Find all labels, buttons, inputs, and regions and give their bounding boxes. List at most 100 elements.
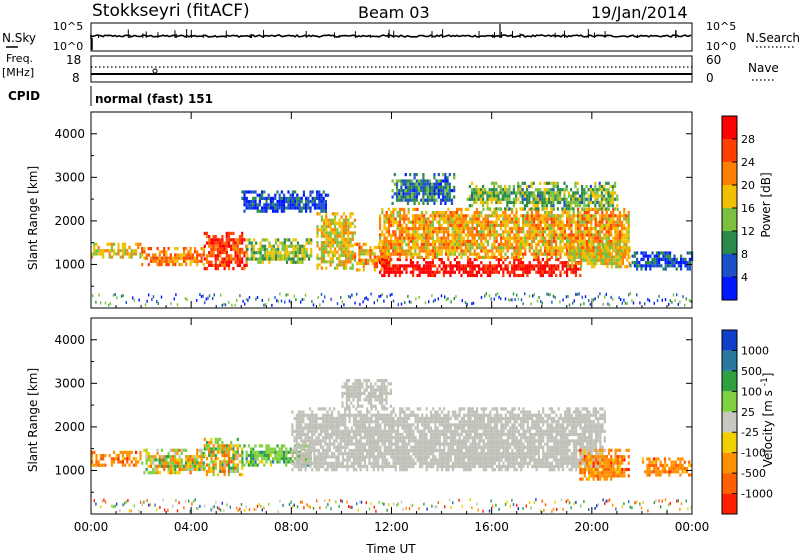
power-cell [266, 247, 269, 252]
power-cell [434, 270, 437, 274]
power-cell [320, 241, 323, 245]
power-cell [559, 230, 562, 234]
power-cell [416, 239, 419, 243]
velocity-cell [147, 451, 150, 456]
power-cell [563, 236, 566, 240]
power-cell [497, 243, 500, 247]
power-cell [458, 230, 461, 234]
velocity-cell [335, 436, 338, 440]
power-cell [391, 195, 394, 199]
power-cell [559, 246, 562, 250]
power-cell [515, 200, 518, 205]
power-cell [409, 252, 412, 256]
power-noise-cell [636, 293, 638, 297]
power-cell [609, 191, 612, 195]
power-cell [97, 249, 100, 253]
power-cell [664, 267, 667, 271]
power-cell [517, 246, 520, 250]
power-cell [285, 200, 288, 204]
velocity-cell [272, 460, 275, 464]
velocity-cell [315, 468, 318, 472]
power-cell [417, 185, 421, 189]
velocity-cell [143, 448, 146, 452]
power-cell [163, 250, 166, 254]
power-cell [522, 264, 525, 268]
power-cell [486, 227, 489, 231]
power-cell [653, 254, 656, 258]
power-cell [338, 244, 341, 248]
velocity-cell [212, 447, 215, 451]
power-cell [469, 220, 472, 224]
power-cell [610, 223, 613, 227]
velocity-cell [357, 458, 360, 462]
power-cell [381, 230, 384, 234]
power-cell [579, 273, 582, 278]
power-cell [338, 218, 341, 222]
power-cell [556, 188, 559, 192]
power-noise-cell [661, 298, 663, 302]
power-cell [392, 214, 395, 218]
power-cell [219, 263, 222, 267]
velocity-cell [283, 460, 286, 464]
power-cell [431, 214, 434, 218]
power-cell [380, 255, 383, 259]
velocity-cell [346, 461, 349, 465]
power-cell [274, 209, 277, 213]
power-cell [574, 197, 577, 201]
power-cell [307, 196, 310, 200]
power-cell [546, 233, 549, 237]
power-cell [539, 239, 542, 243]
power-cell [535, 264, 538, 268]
velocity-cell [333, 439, 336, 443]
power-cell [367, 258, 370, 262]
power-cell [511, 236, 514, 240]
velocity-cell [311, 448, 314, 453]
power-cell [642, 251, 645, 255]
power-cell [414, 230, 417, 234]
velocity-cell [202, 464, 205, 468]
power-cell [625, 246, 628, 250]
power-cell [478, 211, 481, 215]
power-cell [468, 197, 471, 201]
power-cell [519, 243, 522, 247]
power-cell [278, 206, 281, 210]
power-cell [579, 236, 582, 240]
power-cell [511, 264, 514, 268]
power-cell [614, 239, 617, 243]
velocity-cell [289, 460, 292, 464]
velocity-cell [328, 445, 331, 449]
power-cell [198, 253, 201, 257]
power-cell [336, 237, 339, 241]
power-cell [541, 197, 544, 201]
velocity-cell [269, 463, 272, 467]
power-cell [427, 217, 430, 221]
power-cell [462, 227, 465, 231]
power-cell [390, 217, 393, 221]
power-cell [601, 217, 604, 221]
power-cell [438, 270, 441, 274]
power-cell [318, 263, 321, 267]
power-cell [387, 261, 390, 265]
power-cell [515, 252, 518, 256]
power-noise-cell [410, 300, 412, 304]
power-cell [575, 255, 578, 259]
velocity-cell [236, 457, 239, 461]
power-cell [603, 184, 606, 189]
power-noise-cell [400, 302, 403, 306]
power-cell [482, 255, 485, 259]
power-cell [555, 249, 558, 253]
power-cell [403, 211, 406, 215]
power-cell [307, 200, 310, 204]
power-cell [182, 259, 186, 263]
power-cell [585, 233, 588, 237]
power-cell [500, 223, 503, 227]
power-cell [387, 273, 390, 278]
power-cell [375, 265, 379, 269]
power-cell [351, 221, 354, 225]
power-cell [495, 200, 498, 205]
power-cell [488, 188, 491, 192]
power-cell [316, 225, 319, 229]
velocity-cell [339, 461, 342, 465]
power-cell [245, 203, 248, 207]
power-cell [581, 236, 584, 240]
